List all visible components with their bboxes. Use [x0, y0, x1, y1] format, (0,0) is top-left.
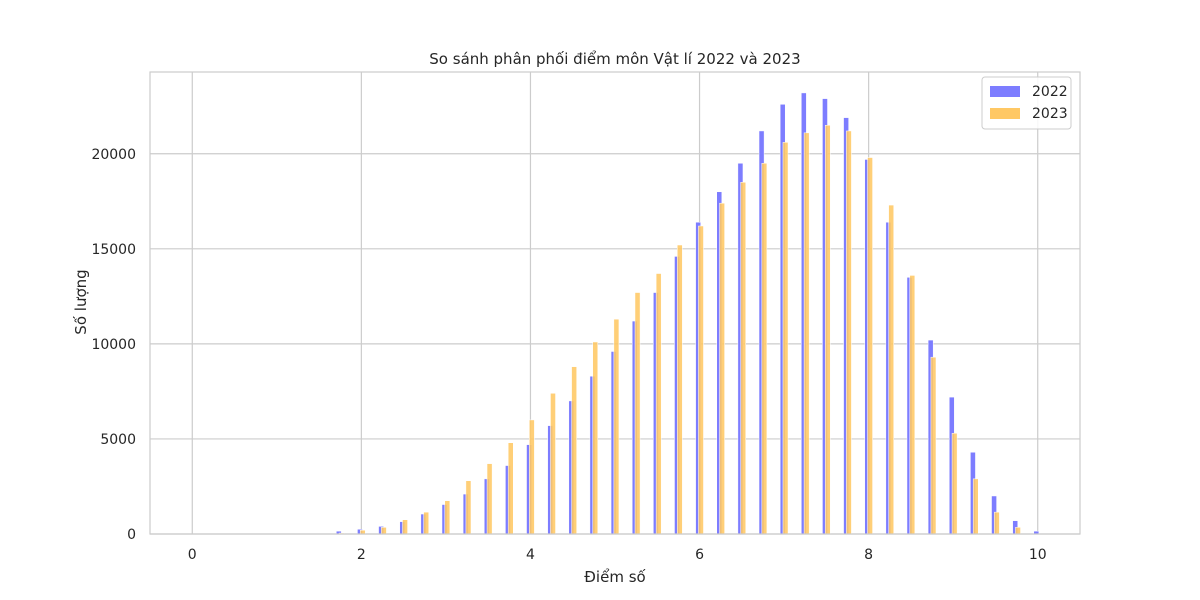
series-2022 — [336, 92, 1040, 535]
x-tick-label: 6 — [695, 547, 704, 563]
bar-2023 — [571, 366, 577, 535]
bar-2023 — [740, 182, 746, 535]
bar-2023 — [550, 393, 556, 535]
legend-swatch-2023 — [990, 108, 1020, 119]
bar-2023 — [677, 244, 683, 535]
x-tick-label: 10 — [1029, 547, 1047, 563]
bar-2023 — [867, 157, 873, 535]
x-tick-label: 2 — [357, 547, 366, 563]
bar-2023 — [909, 275, 916, 535]
bar-2023 — [951, 432, 958, 535]
bar-2023 — [698, 225, 704, 535]
y-axis-title: Số lượng — [72, 269, 90, 334]
bar-2023 — [888, 204, 894, 535]
bar-2023 — [761, 163, 768, 535]
y-tick-label: 0 — [127, 527, 136, 543]
bar-2023 — [634, 292, 641, 535]
bar-2023 — [930, 356, 937, 535]
x-tick-label: 4 — [526, 547, 535, 563]
bar-2023 — [803, 132, 810, 535]
bar-2023 — [381, 527, 387, 535]
bar-2023 — [613, 318, 620, 535]
x-tick-label: 0 — [188, 547, 197, 563]
legend-swatch-2022 — [990, 86, 1020, 97]
series-2023 — [338, 124, 1021, 535]
plot-frame — [149, 71, 1081, 535]
legend-label-2023: 2023 — [1032, 106, 1068, 122]
bar-2023 — [529, 419, 535, 535]
bar-2023 — [972, 478, 979, 535]
bar-2023 — [486, 463, 493, 535]
y-tick-label: 5000 — [100, 432, 136, 448]
x-axis-title: Điểm số — [584, 568, 646, 586]
bar-2023 — [655, 273, 662, 535]
bar-2023 — [719, 202, 725, 535]
bar-2023 — [994, 511, 1000, 535]
bar-2023 — [824, 124, 831, 535]
y-tick-label: 15000 — [91, 242, 136, 258]
x-tick-label: 8 — [864, 547, 873, 563]
bar-2023 — [1015, 527, 1021, 535]
bar-2023 — [592, 341, 599, 535]
bars — [336, 92, 1040, 535]
tick-labels: 0 2 4 6 8 10 0 5000 10000 15000 20000 — [91, 147, 1046, 563]
legend-label-2022: 2022 — [1032, 84, 1068, 100]
bar-2023 — [846, 130, 852, 535]
bar-2023 — [423, 511, 429, 535]
bar-2023 — [782, 142, 789, 535]
bar-2023 — [465, 480, 472, 535]
chart-title: So sánh phân phối điểm môn Vật lí 2022 v… — [429, 50, 800, 68]
bar-2023 — [444, 500, 451, 535]
bar-2023 — [507, 442, 514, 535]
legend: 2022 2023 — [981, 76, 1072, 130]
bar-2023 — [402, 519, 408, 535]
y-tick-label: 10000 — [91, 337, 136, 353]
y-tick-label: 20000 — [91, 147, 136, 163]
